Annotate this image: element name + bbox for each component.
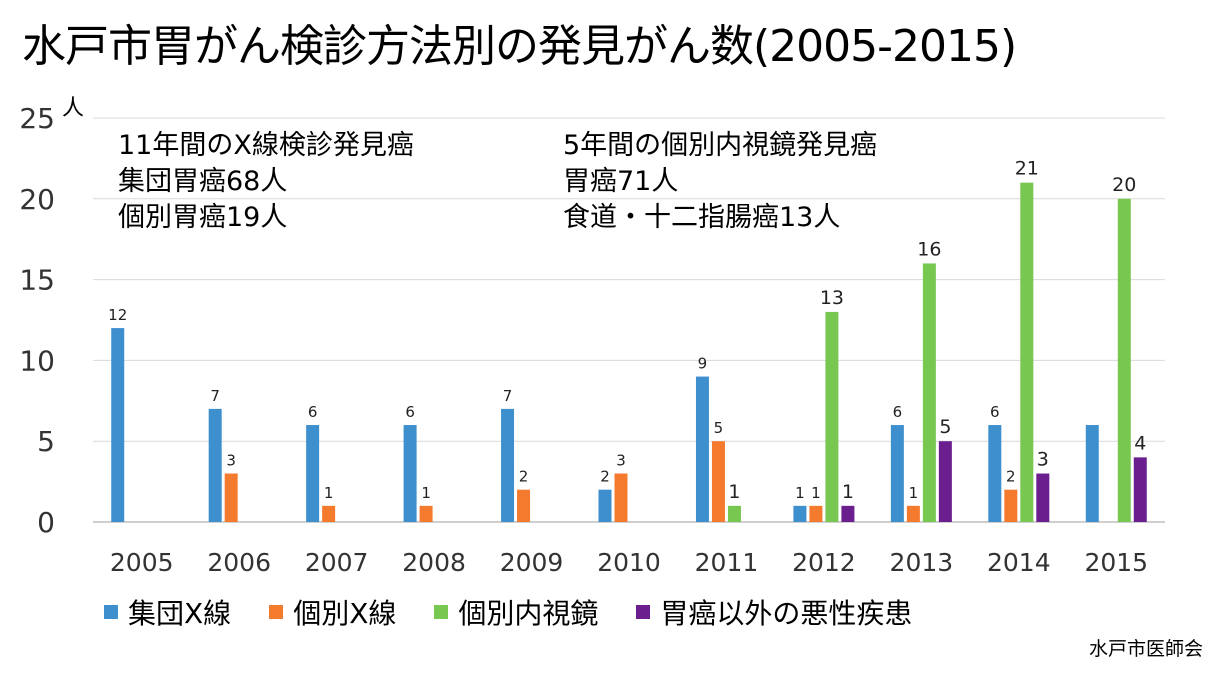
data-label: 2 [519, 468, 529, 486]
legend-item: 集団X線 [104, 592, 231, 632]
bar [419, 505, 433, 522]
data-label: 21 [1015, 158, 1039, 180]
y-tick-label: 15 [19, 264, 55, 297]
bar [711, 441, 725, 522]
data-label: 16 [917, 238, 941, 260]
data-label: 1 [795, 484, 805, 502]
y-tick-label: 10 [19, 344, 55, 377]
y-tick-label: 20 [19, 183, 55, 216]
bar [1117, 198, 1131, 523]
bar [906, 505, 920, 522]
legend-label: 個別内視鏡 [458, 597, 599, 630]
data-label: 20 [1112, 174, 1136, 196]
data-label: 1 [811, 484, 821, 502]
bar [306, 425, 320, 522]
x-tick-label: 2011 [695, 548, 759, 577]
legend-label: 胃癌以外の悪性疾患 [660, 597, 913, 630]
xray-note-line: 11年間のX線検診発見癌 [118, 130, 414, 161]
xray-summary-note: 11年間のX線検診発見癌 集団胃癌68人 個別胃癌19人 [118, 128, 414, 236]
data-label: 1 [324, 484, 334, 502]
bar [403, 425, 417, 522]
bar [322, 505, 336, 522]
legend-swatch [269, 605, 284, 619]
bar [938, 441, 952, 522]
x-tick-label: 2009 [500, 548, 564, 577]
endoscopy-note-line: 胃癌71人 [563, 166, 679, 197]
data-label: 5 [714, 419, 724, 437]
y-tick-label: 25 [19, 102, 55, 135]
legend-item: 個別内視鏡 [434, 592, 598, 632]
bar [793, 505, 807, 522]
data-label: 1 [421, 484, 431, 502]
data-label: 2 [1006, 468, 1016, 486]
data-label: 13 [820, 287, 844, 309]
legend-item: 個別X線 [269, 592, 396, 632]
legend-swatch [434, 605, 449, 619]
data-label: 3 [616, 452, 626, 470]
data-label: 4 [1134, 432, 1146, 454]
xray-note-line: 個別胃癌19人 [118, 202, 288, 233]
bar [1133, 457, 1147, 522]
bar [614, 473, 628, 522]
bar [1085, 425, 1099, 522]
bar [517, 489, 531, 522]
bar [890, 425, 904, 522]
bar [208, 408, 222, 522]
bar [988, 425, 1002, 522]
legend-item: 胃癌以外の悪性疾患 [636, 592, 912, 632]
data-label: 6 [308, 403, 318, 421]
chart-legend: 集団X線 個別X線 個別内視鏡 胃癌以外の悪性疾患 [104, 592, 950, 632]
y-tick-label: 0 [37, 506, 55, 539]
data-label: 6 [405, 403, 415, 421]
chart-title: 水戸市胃がん検診方法別の発見がん数(2005-2015) [22, 21, 1017, 72]
bar [809, 505, 823, 522]
x-tick-label: 2010 [597, 548, 661, 577]
bar [501, 408, 515, 522]
endoscopy-note-line: 食道・十二指腸癌13人 [563, 202, 841, 233]
x-tick-label: 2007 [305, 548, 369, 577]
bar [1020, 182, 1034, 522]
data-label: 3 [1037, 449, 1049, 471]
endoscopy-summary-note: 5年間の個別内視鏡発見癌 胃癌71人 食道・十二指腸癌13人 [563, 128, 877, 236]
bar [695, 376, 709, 522]
bar [1036, 473, 1050, 522]
x-tick-label: 2012 [792, 548, 856, 577]
data-label: 1 [909, 484, 919, 502]
x-tick-label: 2005 [110, 548, 174, 577]
data-label: 1 [728, 481, 740, 503]
bar [841, 505, 855, 522]
data-label: 7 [503, 387, 513, 405]
x-tick-label: 2013 [890, 548, 954, 577]
data-label: 3 [226, 452, 236, 470]
data-label: 7 [210, 387, 220, 405]
data-label: 5 [939, 416, 951, 438]
y-tick-label: 5 [37, 425, 55, 458]
data-label: 6 [893, 403, 903, 421]
bar [825, 311, 839, 522]
data-label: 9 [698, 355, 708, 373]
source-credit: 水戸市医師会 [1088, 638, 1203, 660]
legend-label: 個別X線 [293, 597, 397, 630]
data-label: 1 [842, 481, 854, 503]
legend-label: 集団X線 [128, 597, 232, 630]
data-label: 12 [108, 306, 127, 324]
x-tick-label: 2015 [1084, 548, 1148, 577]
xray-note-line: 集団胃癌68人 [118, 166, 288, 197]
data-label: 2 [600, 468, 610, 486]
legend-swatch [104, 605, 118, 619]
y-unit-label: 人 [62, 96, 85, 121]
data-label: 6 [990, 403, 1000, 421]
bar [1004, 489, 1018, 522]
x-tick-label: 2014 [987, 548, 1051, 577]
endoscopy-note-line: 5年間の個別内視鏡発見癌 [563, 130, 878, 161]
bar [598, 489, 612, 522]
bar [111, 328, 125, 522]
bar [224, 473, 238, 522]
legend-swatch [636, 605, 651, 619]
bar [922, 263, 936, 522]
x-tick-label: 2008 [402, 548, 466, 577]
bar [727, 505, 741, 522]
x-tick-label: 2006 [207, 548, 271, 577]
